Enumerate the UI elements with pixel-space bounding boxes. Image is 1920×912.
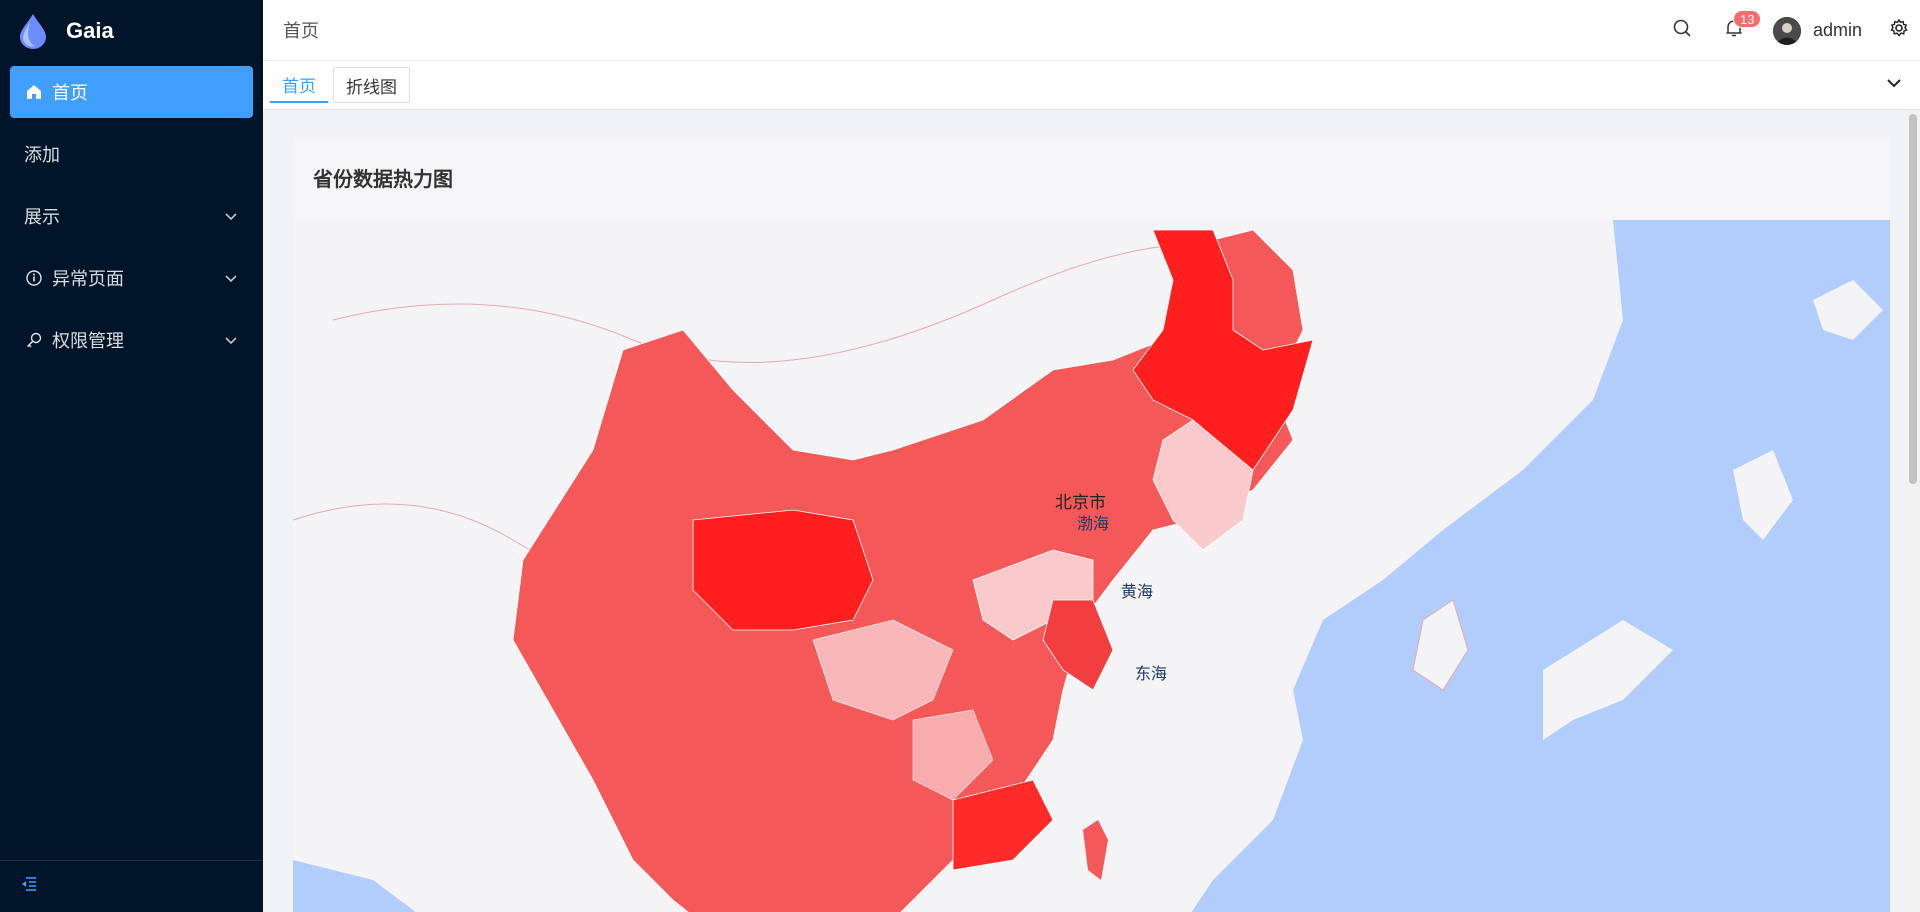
sidebar-item-label: 异常页面	[52, 269, 124, 289]
droplet-logo-icon	[16, 12, 50, 50]
notification-badge: 13	[1732, 9, 1762, 28]
tab-home[interactable]: 首页	[269, 67, 329, 103]
gear-icon	[1889, 18, 1909, 43]
chevron-down-icon	[223, 332, 239, 348]
main-content: 省份数据热力图	[263, 110, 1906, 912]
map-canvas[interactable]	[293, 220, 1890, 912]
sidebar: Gaia 首页 添加 展示 异常页面	[0, 0, 263, 912]
province-base[interactable]	[512, 229, 1304, 912]
sidebar-item-label: 首页	[52, 83, 88, 103]
brand[interactable]: Gaia	[0, 0, 263, 62]
breadcrumb[interactable]: 首页	[283, 21, 319, 41]
header-actions: 13 admin	[1667, 0, 1920, 61]
sidebar-item-label: 添加	[24, 145, 60, 165]
username: admin	[1812, 20, 1862, 40]
brand-name: Gaia	[66, 18, 114, 43]
sidebar-item-add[interactable]: 添加	[10, 128, 253, 180]
province-heat-map[interactable]: 北京市 渤海 黄海 东海	[293, 220, 1890, 912]
settings-button[interactable]	[1884, 16, 1914, 46]
sidebar-item-label: 展示	[24, 207, 60, 227]
sidebar-item-display[interactable]: 展示	[10, 190, 253, 242]
tab-line-chart[interactable]: 折线图	[333, 67, 410, 103]
scrollbar-thumb[interactable]	[1909, 114, 1917, 484]
avatar	[1772, 16, 1801, 45]
sidebar-item-home[interactable]: 首页	[10, 66, 253, 118]
province-jiangsu[interactable]	[1042, 599, 1114, 691]
sidebar-menu: 首页 添加 展示 异常页面 权限管理	[0, 62, 263, 380]
search-icon	[1672, 18, 1692, 43]
content-scrollbar[interactable]	[1906, 110, 1920, 912]
search-button[interactable]	[1667, 16, 1697, 46]
collapse-menu-icon	[20, 876, 38, 897]
sidebar-item-label: 权限管理	[52, 331, 124, 351]
collapse-sidebar-button[interactable]	[0, 860, 263, 912]
province-heilongjiang[interactable]	[1132, 229, 1314, 471]
chevron-down-icon	[1886, 75, 1902, 96]
province-guangdong[interactable]	[952, 779, 1054, 871]
tabs-dropdown-button[interactable]	[1882, 73, 1906, 97]
map-label-donghai: 东海	[1135, 666, 1168, 683]
map-label-beijing: 北京市	[1055, 493, 1106, 512]
sidebar-item-permissions[interactable]: 权限管理	[10, 314, 253, 366]
home-icon	[24, 82, 44, 102]
card-title: 省份数据热力图	[313, 169, 453, 191]
key-icon	[24, 330, 44, 350]
province-sichuan[interactable]	[812, 619, 954, 721]
province-jilin[interactable]	[1152, 419, 1254, 551]
top-header: 首页 13 admin	[263, 0, 1920, 61]
map-label-huanghai: 黄海	[1121, 584, 1154, 601]
chevron-down-icon	[223, 270, 239, 286]
user-menu[interactable]: admin	[1772, 16, 1862, 45]
info-icon	[24, 268, 44, 288]
sidebar-item-error-pages[interactable]: 异常页面	[10, 252, 253, 304]
heatmap-card: 省份数据热力图	[293, 137, 1890, 912]
chevron-down-icon	[223, 208, 239, 224]
notifications-button[interactable]: 13	[1719, 9, 1762, 46]
province-hunan[interactable]	[912, 709, 994, 801]
map-label-bohai: 渤海	[1077, 516, 1110, 533]
tabs-bar: 首页 折线图	[263, 61, 1920, 110]
province-qinghai[interactable]	[692, 509, 874, 631]
province-taiwan[interactable]	[1083, 820, 1108, 880]
